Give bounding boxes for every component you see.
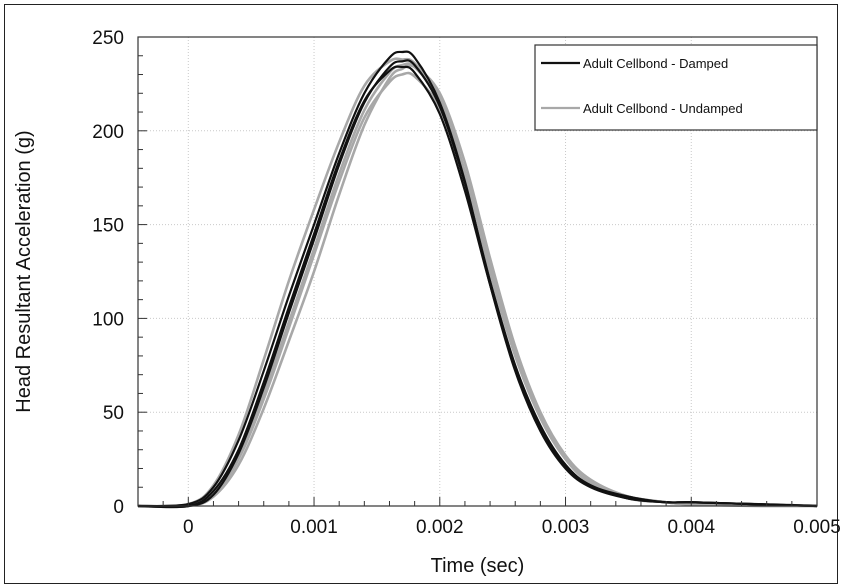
legend: Adult Cellbond - Damped Adult Cellbond -…	[534, 44, 818, 131]
legend-label-undamped: Adult Cellbond - Undamped	[583, 101, 743, 116]
damped-trial-line-3	[137, 65, 818, 509]
tick-marks	[137, 36, 818, 507]
y-tick-label: 150	[92, 216, 124, 237]
y-tick-label: 250	[92, 28, 124, 49]
x-axis-label: Time (sec)	[431, 555, 525, 577]
y-axis-label: Head Resultant Acceleration (g)	[13, 130, 35, 412]
x-tick-label: 0	[183, 517, 194, 538]
series-layer	[137, 50, 818, 509]
x-tick-label: 0.003	[542, 517, 590, 538]
x-tick-label: 0.005	[793, 517, 841, 538]
legend-box	[534, 44, 818, 131]
undamped-trial-line-4	[137, 71, 818, 509]
x-tick-label: 0.001	[290, 517, 338, 538]
damped-trial-line-2	[137, 59, 818, 508]
plot-area-border	[137, 36, 818, 507]
y-tick-labels: 0 50 100 150 200 250	[92, 28, 124, 518]
y-tick-label: 100	[92, 309, 124, 330]
legend-label-damped: Adult Cellbond - Damped	[583, 56, 728, 71]
undamped-trial-line-2	[137, 64, 818, 508]
y-tick-label: 200	[92, 122, 124, 143]
y-tick-label: 50	[103, 403, 124, 424]
x-tick-labels: 0 0.001 0.002 0.003 0.004 0.005	[183, 517, 841, 538]
x-tick-label: 0.004	[667, 517, 715, 538]
y-tick-label: 0	[113, 497, 124, 518]
x-tick-label: 0.002	[416, 517, 464, 538]
